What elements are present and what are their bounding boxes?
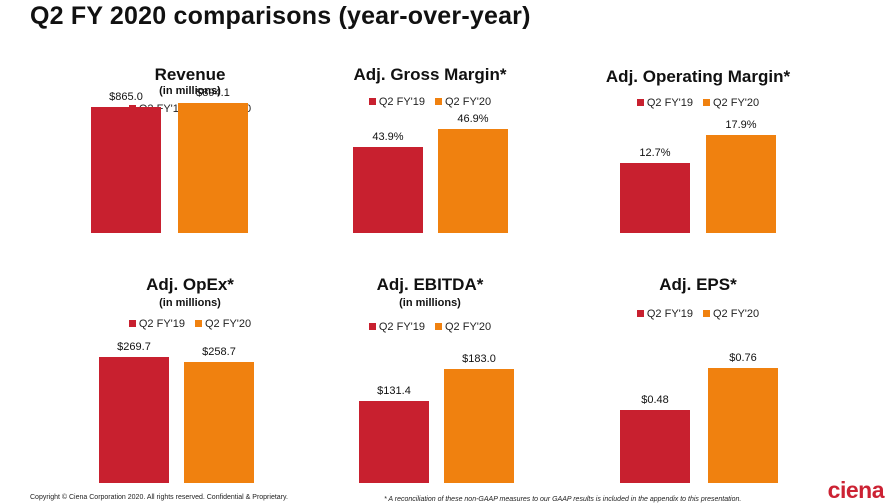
- legend-item: Q2 FY'19: [636, 97, 693, 109]
- legend-label: Q2 FY'19: [378, 321, 425, 333]
- legend-label: Q2 FY'19: [138, 318, 185, 330]
- legend-label: Q2 FY'20: [713, 308, 760, 320]
- chart-bar: [438, 128, 508, 233]
- chart-bar: [99, 357, 169, 483]
- data-label: 12.7%: [639, 147, 671, 160]
- legend-label: Q2 FY'19: [378, 96, 425, 108]
- chart-subtitle: (in millions): [159, 85, 221, 97]
- chart-bar: [444, 368, 514, 483]
- chart-bar: [706, 135, 776, 233]
- chart-subtitle: (in millions): [399, 297, 461, 309]
- legend-swatch: [703, 99, 710, 106]
- chart-legend: Q2 FY'19 Q2 FY'20: [310, 321, 550, 333]
- chart-title: Revenue: [154, 65, 226, 84]
- data-label: $183.0: [462, 352, 496, 365]
- legend-swatch: [195, 320, 202, 327]
- chart-bar: [178, 102, 248, 233]
- legend-item: Q2 FY'19: [368, 96, 425, 108]
- chart-legend: Q2 FY'19 Q2 FY'20: [310, 96, 550, 108]
- legend-item: Q2 FY'20: [703, 308, 759, 320]
- chart-panel: Adj. EPS* Q2 FY'19 Q2 FY'20 $0.48 $0.76: [578, 275, 818, 485]
- data-label: $894.1: [196, 86, 230, 99]
- chart-panel: Adj. Operating Margin* Q2 FY'19 Q2 FY'20 12…: [578, 65, 818, 275]
- chart-legend: Q2 FY'19 Q2 FY'20: [578, 97, 818, 109]
- chart-title: Adj. EPS*: [659, 275, 737, 294]
- legend-label: Q2 FY'20: [445, 96, 492, 108]
- chart-title: Adj. OpEx*: [146, 275, 234, 294]
- legend-item: Q2 FY'20: [435, 321, 491, 333]
- legend-swatch: [636, 99, 644, 106]
- chart-panel: Adj. Gross Margin* Q2 FY'19 Q2 FY'20 43.9% 4…: [310, 65, 550, 275]
- legend-item: Q2 FY'20: [195, 318, 251, 330]
- legend-label: Q2 FY'19: [646, 97, 693, 109]
- legend-label: Q2 FY'20: [445, 321, 492, 333]
- legend-swatch: [368, 323, 376, 330]
- chart-bar: [353, 147, 423, 233]
- chart-bar: [91, 107, 161, 233]
- chart-title: Adj. Gross Margin*: [353, 65, 507, 84]
- chart-title: Adj. EBITDA*: [376, 275, 484, 294]
- legend-swatch: [368, 98, 376, 105]
- chart-legend: Q2 FY'19 Q2 FY'20: [578, 308, 818, 320]
- chart-bar: [184, 362, 254, 483]
- legend-label: Q2 FY'19: [646, 308, 693, 320]
- legend-item: Q2 FY'19: [368, 321, 425, 333]
- legend-label: Q2 FY'20: [205, 318, 252, 330]
- data-label: $0.48: [641, 394, 669, 407]
- copyright-text: Copyright © Ciena Corporation 2020. All …: [30, 494, 288, 501]
- chart-legend: Q2 FY'19 Q2 FY'20: [70, 318, 310, 330]
- chart-subtitle: (in millions): [159, 297, 221, 309]
- legend-item: Q2 FY'19: [128, 318, 185, 330]
- legend-swatch: [636, 310, 644, 317]
- legend-swatch: [435, 98, 442, 105]
- chart-bar: [708, 368, 778, 483]
- legend-swatch: [435, 323, 442, 330]
- ciena-logo: ciena: [827, 477, 885, 503]
- legend-item: Q2 FY'20: [703, 97, 759, 109]
- chart-bar: [620, 163, 690, 233]
- chart-bar: [359, 400, 429, 483]
- legend-swatch: [703, 310, 710, 317]
- data-label: 46.9%: [457, 112, 489, 125]
- data-label: $269.7: [117, 341, 151, 354]
- data-label: $131.4: [377, 384, 411, 397]
- data-label: $258.7: [202, 346, 236, 359]
- page-title: Q2 FY 2020 comparisons (year-over-year): [30, 2, 531, 30]
- data-label: $0.76: [729, 352, 757, 365]
- legend-label: Q2 FY'20: [713, 97, 760, 109]
- legend-item: Q2 FY'19: [636, 308, 693, 320]
- chart-bar: [620, 410, 690, 483]
- footnote-text: * A reconciliation of these non-GAAP mea…: [384, 496, 742, 503]
- data-label: 43.9%: [372, 131, 404, 144]
- data-label: $865.0: [109, 91, 143, 104]
- chart-panel: Adj. OpEx* (in millions) Q2 FY'19 Q2 FY'20 $…: [70, 275, 310, 485]
- legend-swatch: [128, 320, 136, 327]
- chart-title: Adj. Operating Margin*: [605, 67, 791, 86]
- chart-panel: Adj. EBITDA* (in millions) Q2 FY'19 Q2 FY'2…: [310, 275, 550, 485]
- legend-item: Q2 FY'20: [435, 96, 491, 108]
- data-label: 17.9%: [725, 119, 757, 132]
